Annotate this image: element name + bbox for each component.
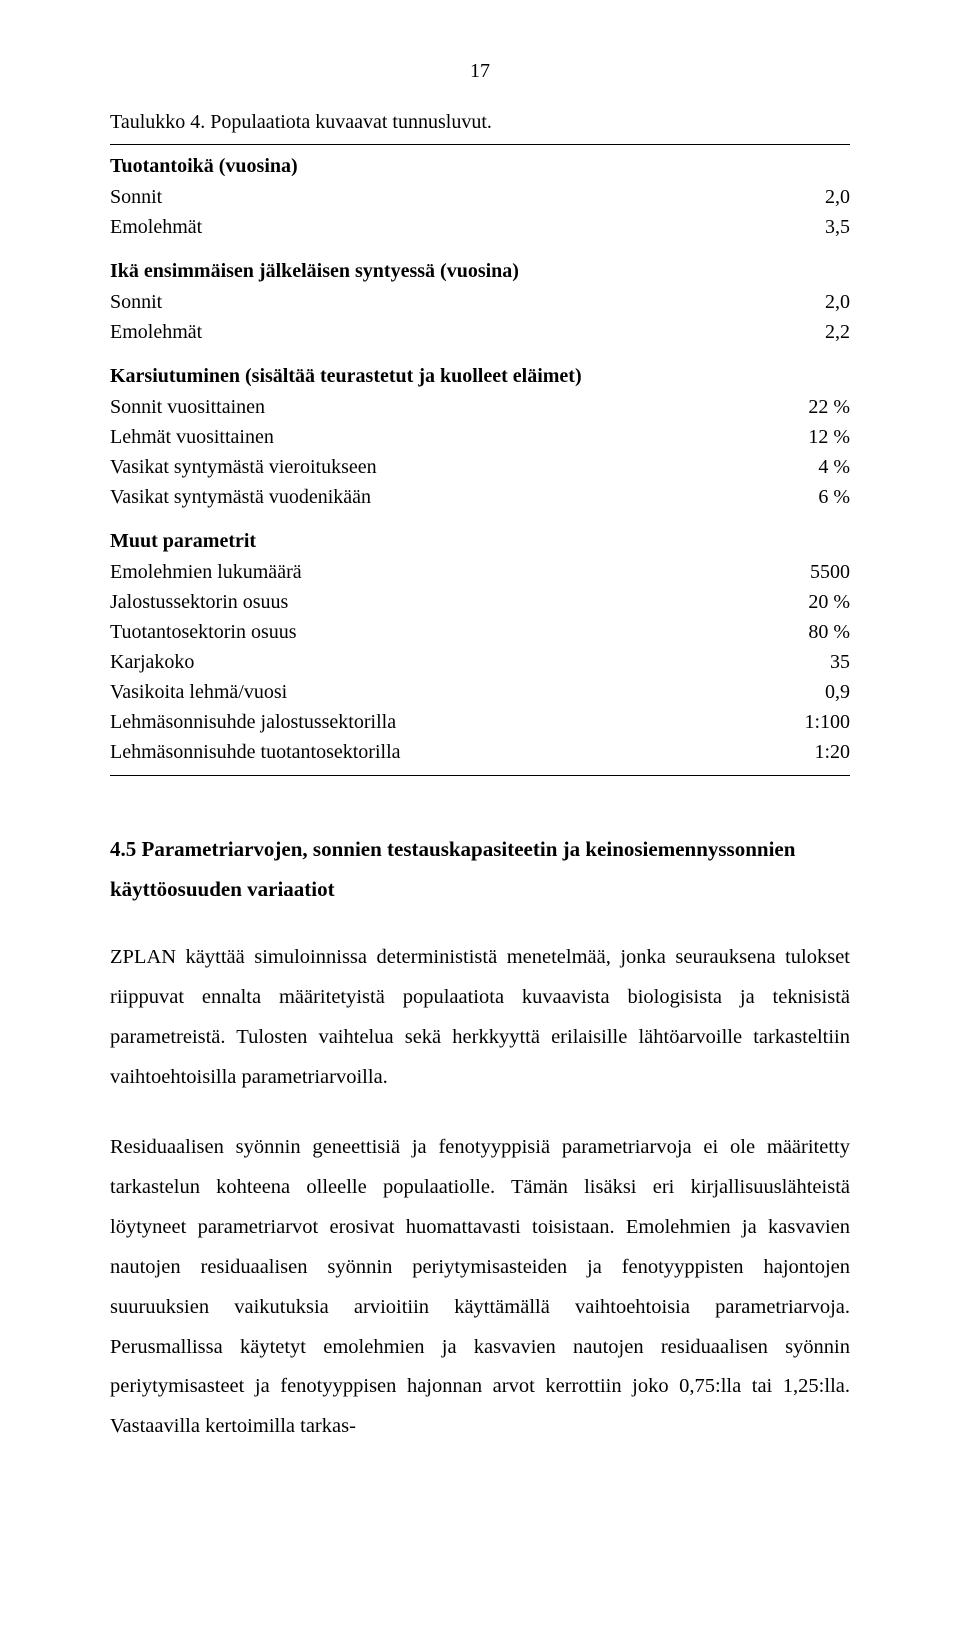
row-value: 2,0 <box>750 182 850 212</box>
row-value: 2,2 <box>750 317 850 347</box>
section-heading: Ikä ensimmäisen jälkeläisen syntyessä (v… <box>110 260 850 287</box>
table-row: Lehmäsonnisuhde jalostussektorilla 1:100 <box>110 707 850 737</box>
table-section: Muut parametrit Emolehmien lukumäärä 550… <box>110 520 850 775</box>
body-paragraph: ZPLAN käyttää simuloinnissa deterministi… <box>110 938 850 1098</box>
table-row: Karjakoko 35 <box>110 647 850 677</box>
row-label: Emolehmät <box>110 317 750 347</box>
table-section: Tuotantoikä (vuosina) Sonnit 2,0 Emolehm… <box>110 145 850 250</box>
row-label: Vasikat syntymästä vieroitukseen <box>110 452 750 482</box>
table-row: Emolehmien lukumäärä 5500 <box>110 557 850 587</box>
table-row: Sonnit vuosittainen 22 % <box>110 392 850 422</box>
row-label: Sonnit vuosittainen <box>110 392 750 422</box>
row-value: 80 % <box>750 617 850 647</box>
table-row: Jalostussektorin osuus 20 % <box>110 587 850 617</box>
table-caption: Taulukko 4. Populaatiota kuvaavat tunnus… <box>110 111 850 134</box>
row-label: Lehmät vuosittainen <box>110 422 750 452</box>
document-page: 17 Taulukko 4. Populaatiota kuvaavat tun… <box>0 0 960 1640</box>
row-label: Jalostussektorin osuus <box>110 587 750 617</box>
row-value: 5500 <box>750 557 850 587</box>
row-label: Vasikat syntymästä vuodenikään <box>110 482 750 512</box>
row-label: Karjakoko <box>110 647 750 677</box>
row-value: 3,5 <box>750 212 850 242</box>
page-number: 17 <box>110 60 850 83</box>
section-heading: Tuotantoikä (vuosina) <box>110 155 850 182</box>
row-label: Sonnit <box>110 287 750 317</box>
table-row: Lehmät vuosittainen 12 % <box>110 422 850 452</box>
section-heading-4-5: 4.5 Parametriarvojen, sonnien testauskap… <box>110 830 850 910</box>
row-label: Lehmäsonnisuhde tuotantosektorilla <box>110 737 750 767</box>
row-label: Sonnit <box>110 182 750 212</box>
table-section: Karsiutuminen (sisältää teurastetut ja k… <box>110 355 850 520</box>
table-row: Vasikat syntymästä vieroitukseen 4 % <box>110 452 850 482</box>
table-row: Sonnit 2,0 <box>110 182 850 212</box>
row-value: 1:100 <box>750 707 850 737</box>
table-row: Tuotantosektorin osuus 80 % <box>110 617 850 647</box>
row-label: Vasikoita lehmä/vuosi <box>110 677 750 707</box>
row-value: 12 % <box>750 422 850 452</box>
parameter-table: Tuotantoikä (vuosina) Sonnit 2,0 Emolehm… <box>110 144 850 776</box>
row-label: Tuotantosektorin osuus <box>110 617 750 647</box>
table-row: Lehmäsonnisuhde tuotantosektorilla 1:20 <box>110 737 850 767</box>
row-label: Lehmäsonnisuhde jalostussektorilla <box>110 707 750 737</box>
table-row: Vasikat syntymästä vuodenikään 6 % <box>110 482 850 512</box>
table-row: Sonnit 2,0 <box>110 287 850 317</box>
row-value: 22 % <box>750 392 850 422</box>
section-heading: Karsiutuminen (sisältää teurastetut ja k… <box>110 365 850 392</box>
section-heading: Muut parametrit <box>110 530 850 557</box>
table-row: Vasikoita lehmä/vuosi 0,9 <box>110 677 850 707</box>
row-value: 6 % <box>750 482 850 512</box>
row-value: 35 <box>750 647 850 677</box>
row-value: 20 % <box>750 587 850 617</box>
row-value: 1:20 <box>750 737 850 767</box>
row-value: 4 % <box>750 452 850 482</box>
row-value: 2,0 <box>750 287 850 317</box>
row-label: Emolehmien lukumäärä <box>110 557 750 587</box>
body-paragraph: Residuaalisen syönnin geneettisiä ja fen… <box>110 1128 850 1448</box>
row-label: Emolehmät <box>110 212 750 242</box>
table-row: Emolehmät 2,2 <box>110 317 850 347</box>
table-section: Ikä ensimmäisen jälkeläisen syntyessä (v… <box>110 250 850 355</box>
table-row: Emolehmät 3,5 <box>110 212 850 242</box>
row-value: 0,9 <box>750 677 850 707</box>
